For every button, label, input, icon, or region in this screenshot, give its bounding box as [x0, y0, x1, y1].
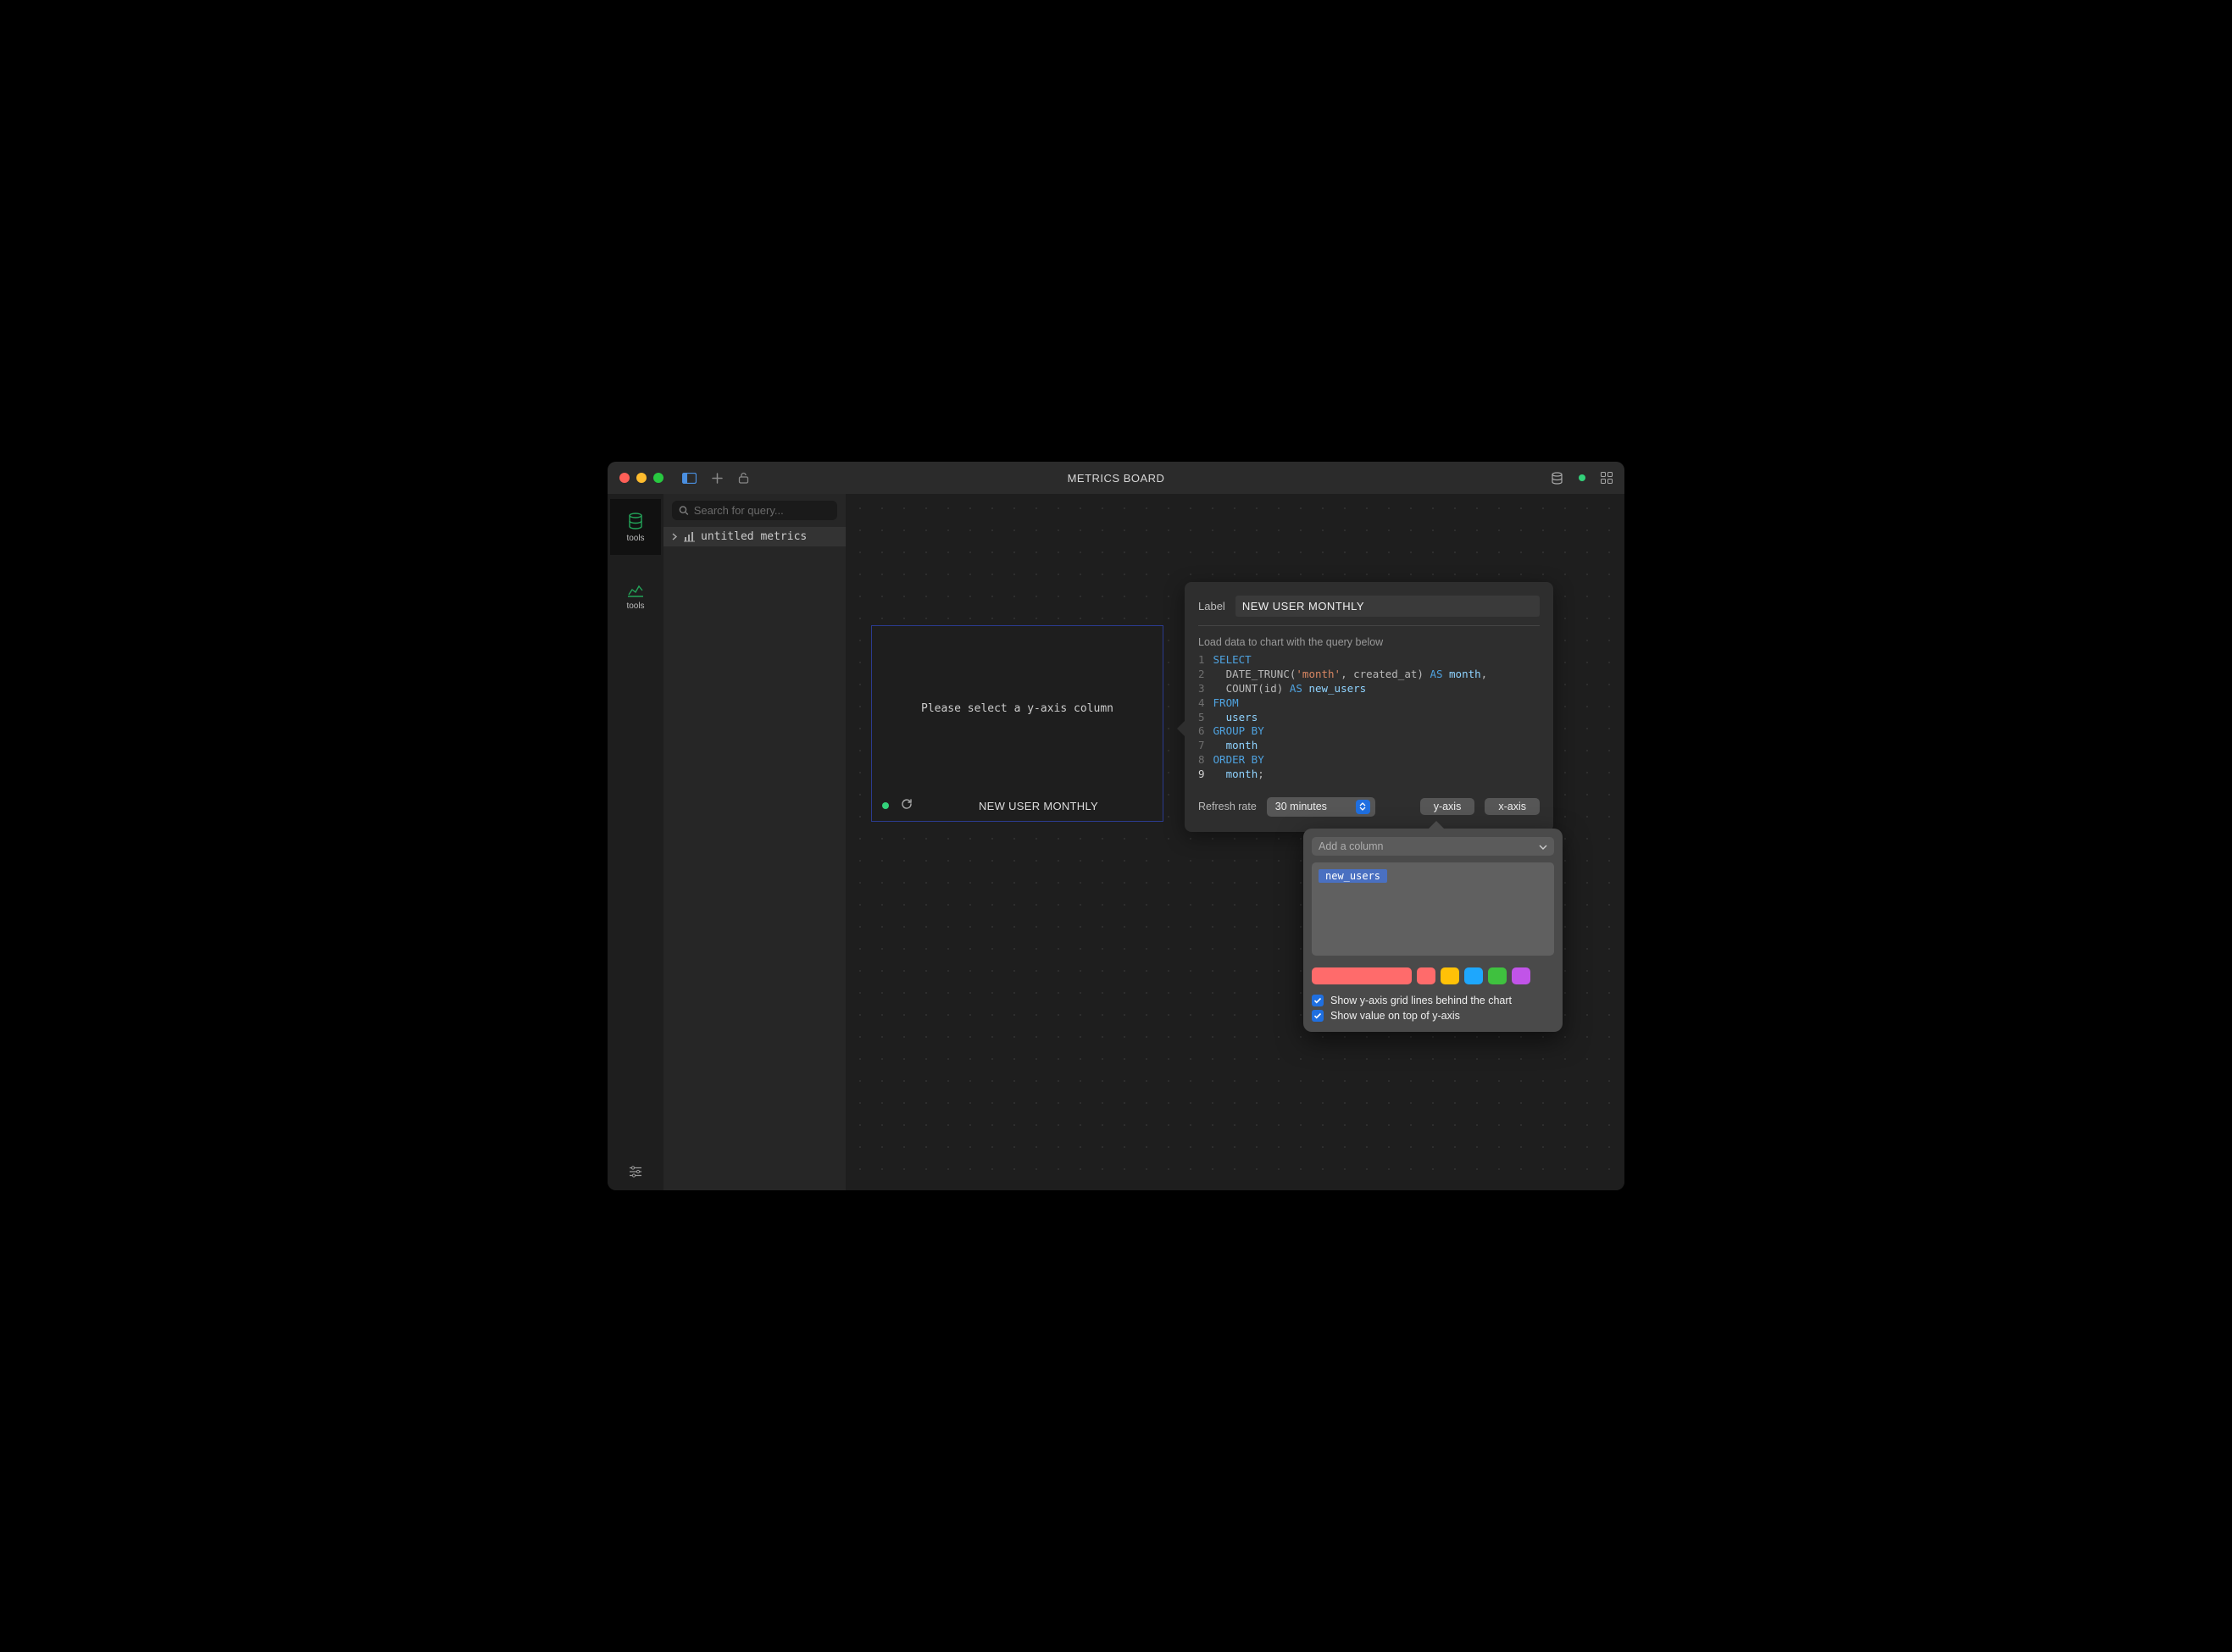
refresh-rate-value: 30 minutes	[1275, 801, 1327, 812]
refresh-rate-label: Refresh rate	[1198, 801, 1257, 812]
checkbox-checked-icon[interactable]	[1312, 1010, 1324, 1022]
sidepanel: untitled metrics	[663, 494, 846, 1190]
column-tag[interactable]: new_users	[1319, 869, 1387, 883]
gutter: 123456789	[1198, 653, 1213, 782]
maximize-window-button[interactable]	[653, 473, 663, 483]
label-input[interactable]	[1235, 596, 1540, 617]
y-axis-popover: Add a column new_users	[1303, 829, 1563, 1032]
color-swatch-1[interactable]	[1417, 967, 1435, 984]
color-swatch-4[interactable]	[1488, 967, 1507, 984]
color-swatch-2[interactable]	[1441, 967, 1459, 984]
divider	[1198, 625, 1540, 626]
gridlines-checkbox-row[interactable]: Show y-axis grid lines behind the chart	[1312, 995, 1554, 1006]
chevron-down-icon	[1539, 840, 1547, 852]
lock-icon[interactable]	[738, 472, 749, 484]
close-window-button[interactable]	[619, 473, 630, 483]
database-icon[interactable]	[1551, 472, 1563, 485]
add-column-combo[interactable]: Add a column	[1312, 837, 1554, 856]
chart-footer: NEW USER MONTHLY	[872, 790, 1163, 821]
titlebar: METRICS BOARD	[608, 462, 1624, 494]
settings-sliders-icon[interactable]	[629, 1166, 642, 1182]
combo-placeholder: Add a column	[1319, 840, 1383, 852]
show-value-checkbox-row[interactable]: Show value on top of y-axis	[1312, 1010, 1554, 1022]
config-panel: Label Load data to chart with the query …	[1185, 582, 1553, 832]
grid-view-icon[interactable]	[1601, 472, 1613, 484]
iconbar-label: tools	[626, 534, 644, 543]
app-window: METRICS BOARD tools tools	[608, 462, 1624, 1190]
minimize-window-button[interactable]	[636, 473, 647, 483]
chevron-right-icon	[672, 533, 678, 541]
x-axis-button[interactable]: x-axis	[1485, 798, 1540, 815]
traffic-lights	[619, 473, 663, 483]
chart-widget[interactable]: Please select a y-axis column NEW USER M…	[871, 625, 1163, 822]
search-field[interactable]	[672, 501, 837, 520]
tree-item-label: untitled metrics	[701, 530, 807, 543]
chart-placeholder-text: Please select a y-axis column	[872, 626, 1163, 790]
iconbar-label: tools	[626, 601, 644, 611]
iconbar: tools tools	[608, 494, 663, 1190]
connection-status-dot	[1579, 474, 1585, 481]
sidebar-toggle-icon[interactable]	[682, 473, 697, 484]
refresh-rate-select[interactable]: 30 minutes	[1267, 797, 1375, 817]
canvas[interactable]: Please select a y-axis column NEW USER M…	[846, 494, 1624, 1190]
color-swatch-row	[1312, 967, 1554, 984]
config-hint: Load data to chart with the query below	[1198, 636, 1540, 648]
checkbox-checked-icon[interactable]	[1312, 995, 1324, 1006]
add-tab-icon[interactable]	[712, 473, 723, 484]
y-axis-button[interactable]: y-axis	[1420, 798, 1475, 815]
chart-refresh-icon[interactable]	[901, 798, 913, 814]
search-icon	[679, 505, 689, 516]
chart-status-dot	[882, 802, 889, 809]
titlebar-left-controls	[682, 472, 749, 484]
chart-title: NEW USER MONTHLY	[924, 800, 1152, 812]
color-current-swatch[interactable]	[1312, 967, 1412, 984]
color-swatch-3[interactable]	[1464, 967, 1483, 984]
window-title: METRICS BOARD	[1068, 472, 1165, 485]
sql-code: SELECT DATE_TRUNC('month', created_at) A…	[1213, 653, 1488, 782]
selected-columns-box[interactable]: new_users	[1312, 862, 1554, 956]
metrics-icon	[683, 531, 696, 542]
search-input[interactable]	[694, 504, 830, 517]
iconbar-item-database[interactable]: tools	[610, 499, 661, 555]
gridlines-label: Show y-axis grid lines behind the chart	[1330, 995, 1512, 1006]
controls-row: Refresh rate 30 minutes y-axis x-axis	[1198, 797, 1540, 817]
app-body: tools tools untitled metrics	[608, 494, 1624, 1190]
show-value-label: Show value on top of y-axis	[1330, 1010, 1460, 1022]
iconbar-item-chart[interactable]: tools	[610, 568, 661, 624]
titlebar-right-controls	[1551, 472, 1613, 485]
label-key: Label	[1198, 600, 1225, 613]
color-swatch-5[interactable]	[1512, 967, 1530, 984]
sql-editor[interactable]: 123456789 SELECT DATE_TRUNC('month', cre…	[1198, 653, 1540, 782]
tree-item-metrics[interactable]: untitled metrics	[663, 527, 846, 546]
select-chevron-icon	[1356, 800, 1370, 814]
